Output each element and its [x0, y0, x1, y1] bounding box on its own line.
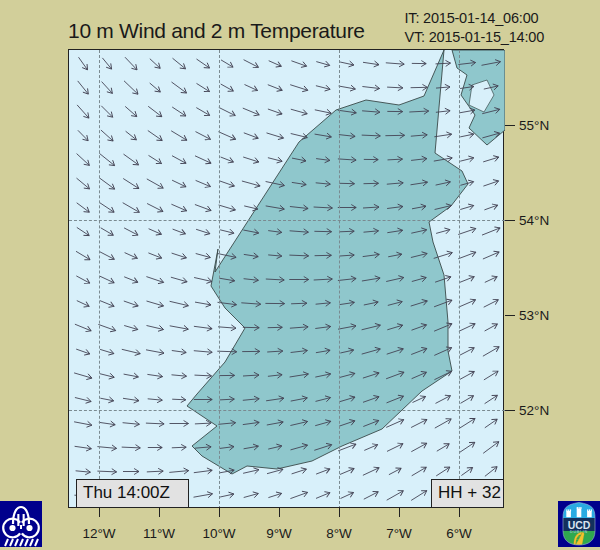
svg-text:UCD: UCD — [568, 519, 591, 531]
